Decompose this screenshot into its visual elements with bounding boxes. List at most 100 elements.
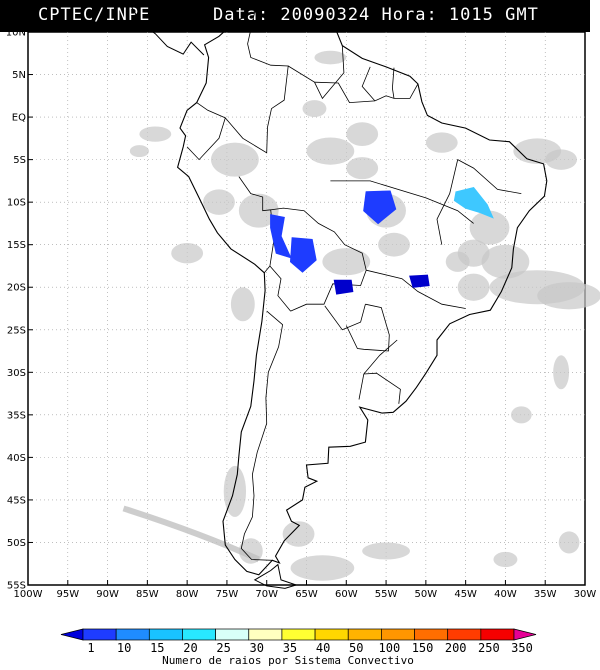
latitude-label: 25S [7,325,26,336]
latitude-label: 50S [7,538,26,549]
cloud-patch [378,232,410,257]
longitude-label: 75W [216,589,239,600]
colorbar-label: 20 [183,641,197,655]
cloud-patch [314,50,347,65]
longitude-label: 80W [176,589,199,600]
cloud-patch [230,287,255,322]
border-line [238,176,271,212]
longitude-label: 65W [295,589,318,600]
source-label: CPTEC/INPE [38,5,151,25]
convective-system [363,190,397,225]
colorbar-swatch [480,628,515,641]
convective-system [409,274,430,288]
border-line [358,339,398,400]
border-line [186,102,226,161]
central-america-coastline [105,0,205,56]
cloud-patch [558,531,580,554]
cloud-patch [469,210,510,245]
colorbar-swatch [248,628,283,641]
colorbar-swatch [115,628,150,641]
colorbar-swatch [347,628,382,641]
colorbar-label: 25 [216,641,230,655]
border-line [324,304,366,331]
longitude-label: 45W [454,589,477,600]
latitude-label: 30S [7,368,26,379]
cloud-patch [290,555,355,581]
longitude-label: 70W [255,589,278,600]
latitude-label: 10S [7,198,26,209]
latitude-label: 55S [7,581,26,592]
convective-system [270,214,292,259]
latitude-label: 15S [7,240,26,251]
colorbar-label: 200 [445,641,467,655]
colorbar-label: 150 [412,641,434,655]
latitude-label: 5N [12,70,26,81]
cloud-patch [362,542,410,560]
cloud-patch [537,282,600,310]
cloud-cover [122,50,600,581]
latitude-label: 40S [7,453,26,464]
colorbar-label: 1 [87,641,94,655]
border-line [263,265,271,274]
border-line [363,372,401,404]
cloud-patch [545,149,578,170]
colorbar-label: 50 [349,641,363,655]
cloud-patch [322,248,371,276]
cloud-patch [553,355,570,390]
latitude-ticks: 10N 5N EQ 5S 10S 15S 20S 25S 30S 35S 40S 45S 50S 55S [6,28,33,592]
longitude-label: 50W [415,589,438,600]
latitude-label: 35S [7,410,26,421]
cloud-patch [171,243,204,264]
cloud-patch [282,521,315,547]
cloud-patch [457,273,490,301]
colorbar-swatch [182,628,216,641]
colorbar-label: 100 [379,641,401,655]
latitude-label: 5S [13,155,26,166]
colorbar-swatch [414,628,449,641]
border-line [314,81,419,104]
cloud-patch [238,193,279,228]
border-line [330,180,474,224]
colorbar-swatch [314,628,349,641]
cloud-patch [302,100,327,118]
colorbar: 1 10 15 20 25 30 35 40 50 100 150 200 250 350 [60,628,537,655]
cloud-patch [346,122,379,146]
longitude-label: 95W [56,589,79,600]
convective-system [333,279,354,295]
cloud-patch [203,189,235,215]
colorbar-label: 10 [117,641,131,655]
longitude-label: 30W [574,589,597,600]
longitude-label: 55W [375,589,398,600]
longitude-ticks: 100W 95W 90W 85W 80W 75W 70W 65W 60W 55W 50W 45W 40W… [14,580,597,600]
convective-system [453,187,494,219]
coastlines-and-borders [105,0,548,589]
colorbar-label: 40 [316,641,330,655]
colorbar-swatch [215,628,250,641]
border-line [436,159,522,245]
cloud-patch [481,244,530,279]
latitude-label: 20S [7,283,26,294]
colorbar-label: 15 [150,641,164,655]
colorbar-swatch [148,628,183,641]
colorbar-low-arrow [60,628,84,641]
colorbar-label: 250 [478,641,500,655]
colorbar-label: 350 [511,641,533,655]
datetime-label: Data: 20090324 Hora: 1015 GMT [213,5,539,25]
border-line [366,269,466,309]
graticule [28,32,585,585]
longitude-label: 60W [335,589,358,600]
longitude-label: 35W [534,589,557,600]
border-line [269,207,367,312]
colorbar-swatch [82,628,117,641]
cloud-patch [139,126,172,142]
cloud-patch [346,157,379,180]
south-america-coastline [176,10,548,576]
longitude-label: 100W [14,589,43,600]
border-line [345,303,390,352]
border-line [240,310,284,561]
cloud-patch [211,142,259,177]
colorbar-label: 30 [250,641,264,655]
colorbar-title: Numero de raios por Sistema Convectivo [162,654,414,667]
convective-system [289,237,317,273]
